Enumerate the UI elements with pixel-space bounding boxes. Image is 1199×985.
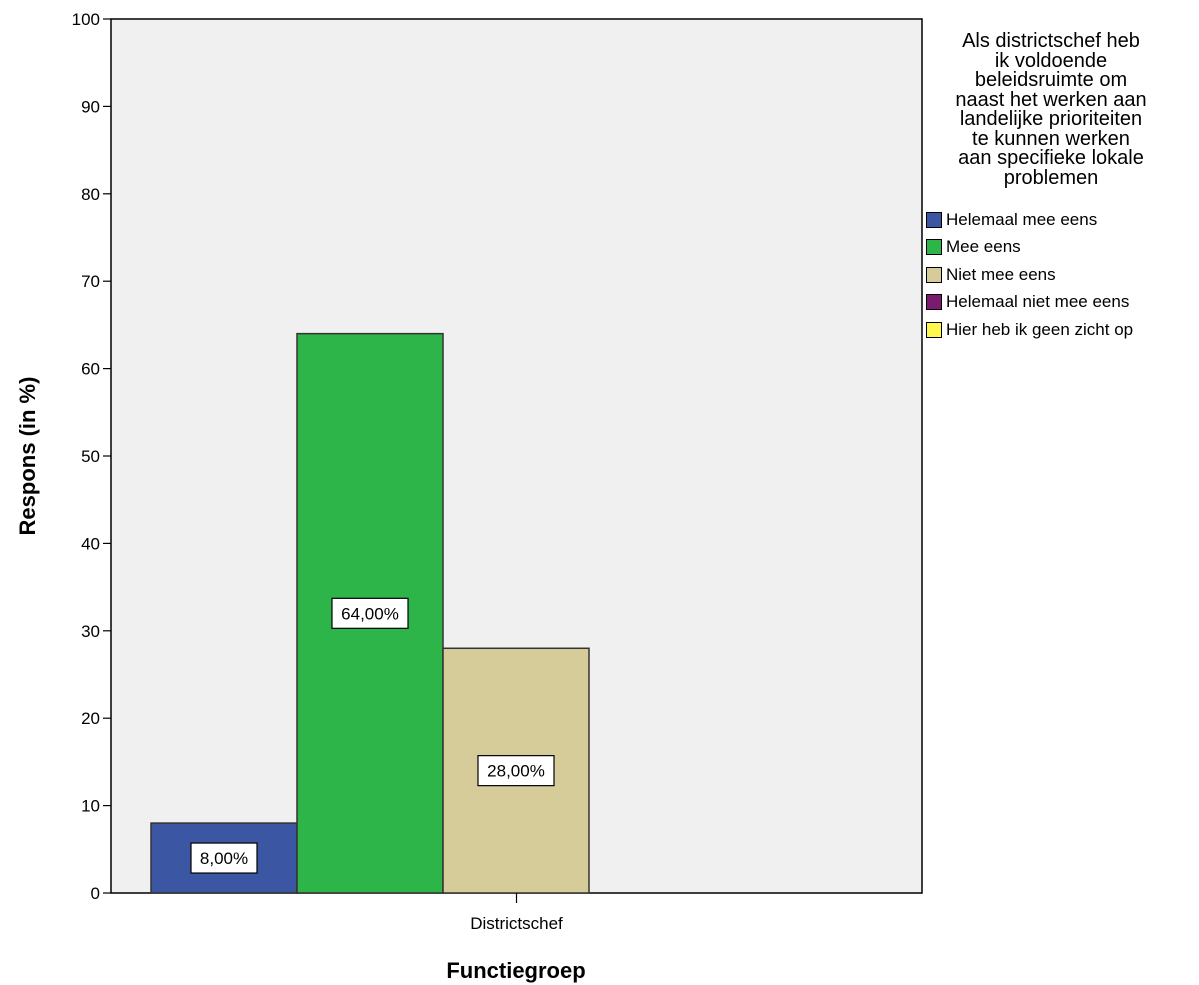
legend-item: Helemaal niet mee eens: [926, 289, 1196, 317]
legend-swatch: [926, 211, 942, 228]
legend-label: Hier heb ik geen zicht op: [946, 319, 1134, 339]
y-axis: 0 10 20 30 40 50 60 70 80 90 100: [72, 10, 111, 903]
data-label-box: [477, 755, 555, 787]
y-tick-label-90: 90: [81, 97, 100, 116]
x-axis: Districtschef: [470, 893, 563, 933]
bar-mee-eens: [296, 332, 444, 894]
legend-label: Mee eens: [946, 237, 1021, 257]
y-tick-label-10: 10: [81, 797, 100, 816]
data-label: 8,00%: [200, 849, 248, 868]
legend-item: Hier heb ik geen zicht op: [926, 316, 1196, 344]
data-label-box: [331, 597, 409, 629]
data-label-box: [190, 842, 258, 874]
y-tick-label-70: 70: [81, 272, 100, 291]
legend-label: Helemaal mee eens: [946, 209, 1098, 229]
legend: Als districtschef heb ik voldoende belei…: [926, 30, 1196, 344]
legend-swatch: [926, 321, 942, 338]
legend-title: Als districtschef heb ik voldoende belei…: [955, 30, 1147, 189]
y-tick-label-0: 0: [91, 884, 100, 903]
y-tick-label-20: 20: [81, 709, 100, 728]
legend-swatch: [926, 239, 942, 256]
bars: 8,00% 64,00% 28,00%: [150, 332, 590, 894]
x-tick-label: Districtschef: [470, 914, 563, 933]
data-label: 28,00%: [487, 762, 545, 781]
legend-item: Mee eens: [926, 234, 1196, 262]
legend-label: Helemaal niet mee eens: [946, 292, 1130, 312]
y-tick-label-30: 30: [81, 622, 100, 641]
legend-items: Helemaal mee eens Mee eens Niet mee eens He…: [926, 206, 1196, 344]
y-tick-label-50: 50: [81, 447, 100, 466]
y-axis-title: Respons (in %): [15, 377, 40, 536]
legend-item: Helemaal mee eens: [926, 206, 1196, 234]
legend-item: Niet mee eens: [926, 261, 1196, 289]
y-tick-label-100: 100: [72, 10, 100, 29]
legend-label: Niet mee eens: [946, 264, 1056, 284]
y-tick-label-40: 40: [81, 534, 100, 553]
x-axis-title: Functiegroep: [446, 958, 585, 983]
data-label: 64,00%: [341, 604, 399, 623]
y-tick-label-80: 80: [81, 185, 100, 204]
legend-swatch: [926, 266, 942, 283]
y-tick-label-60: 60: [81, 360, 100, 379]
legend-swatch: [926, 294, 942, 311]
